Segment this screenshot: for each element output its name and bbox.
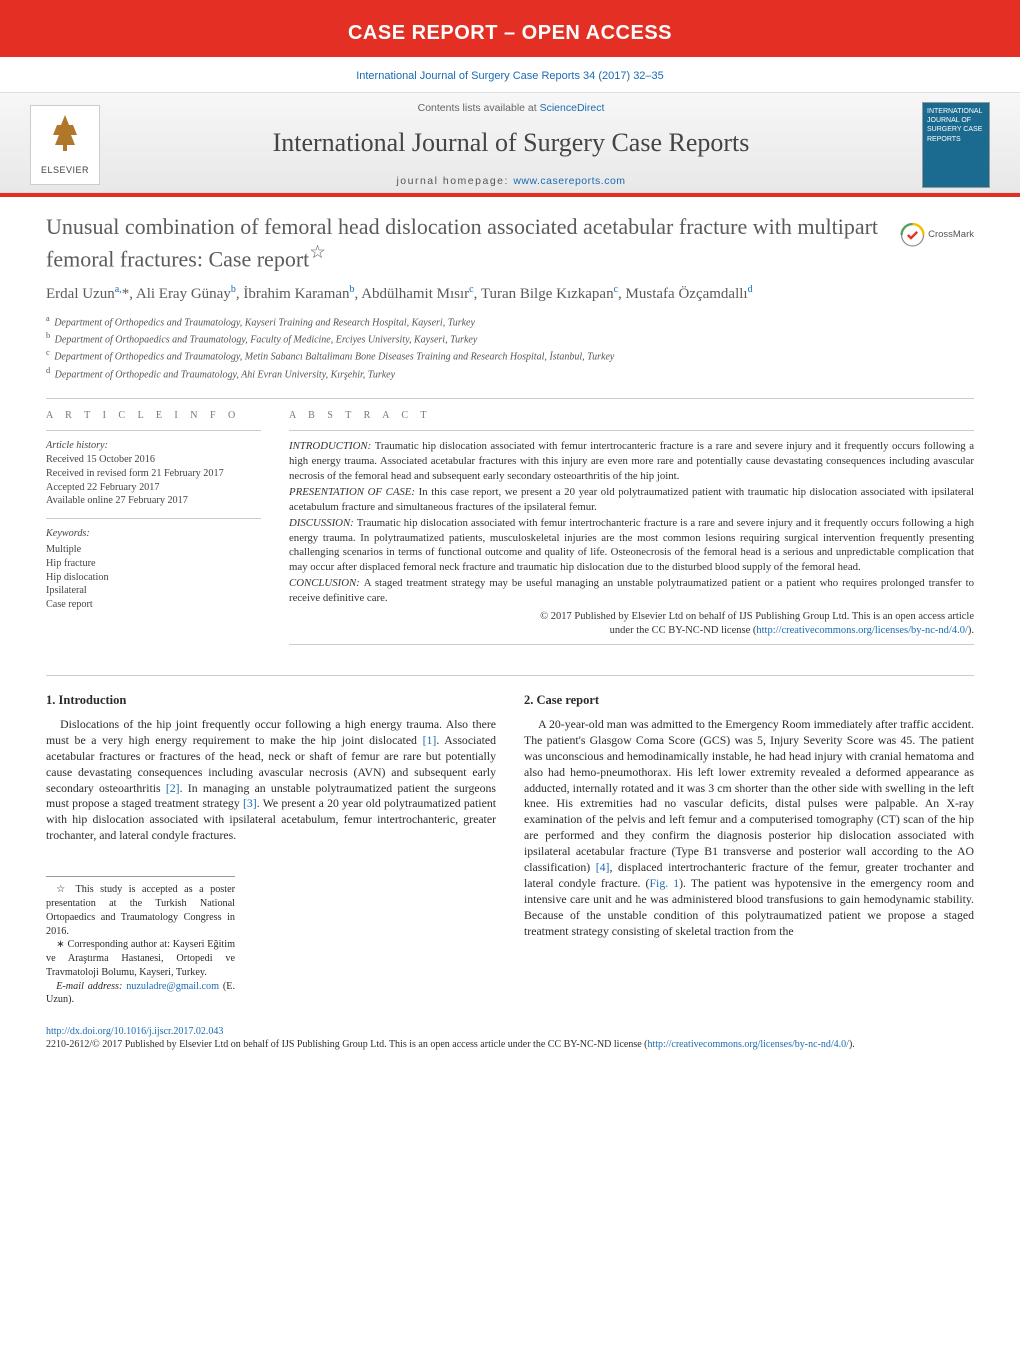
masthead-center: Contents lists available at ScienceDirec… — [100, 101, 922, 188]
citation-ref[interactable]: [1] — [423, 733, 437, 747]
divider — [46, 518, 261, 519]
footnote-corresponding: ∗ Corresponding author at: Kayseri Eğiti… — [46, 938, 235, 979]
footnote-star: ☆ This study is accepted as a poster pre… — [46, 883, 235, 938]
crossmark-label: CrossMark — [928, 229, 974, 242]
footnote-email: E-mail address: nuzuladre@gmail.com (E. … — [46, 980, 235, 1008]
abstract-copyright: © 2017 Published by Elsevier Ltd on beha… — [289, 610, 974, 638]
contents-available-line: Contents lists available at ScienceDirec… — [120, 101, 902, 115]
license-link[interactable]: http://creativecommons.org/licenses/by-n… — [756, 625, 968, 636]
journal-homepage-line: journal homepage: www.casereports.com — [120, 174, 902, 188]
keyword-item: Multiple — [46, 543, 261, 557]
divider — [46, 430, 261, 431]
sciencedirect-link[interactable]: ScienceDirect — [540, 102, 605, 114]
elsevier-label: ELSEVIER — [41, 164, 89, 176]
figure-ref[interactable]: Fig. 1 — [649, 876, 679, 890]
footer-license-link[interactable]: http://creativecommons.org/licenses/by-n… — [648, 1039, 849, 1050]
copyright-line-2-suffix: ). — [968, 625, 974, 636]
footnotes-block: ☆ This study is accepted as a poster pre… — [46, 876, 235, 1007]
article-history-heading: Article history: — [46, 440, 108, 451]
article-title: Unusual combination of femoral head disl… — [46, 213, 888, 272]
journal-cover-thumb: INTERNATIONAL JOURNAL OF SURGERY CASE RE… — [922, 102, 990, 188]
journal-citation: International Journal of Surgery Case Re… — [0, 57, 1020, 92]
abstract-section: DISCUSSION: Traumatic hip dislocation as… — [289, 516, 974, 574]
contents-prefix: Contents lists available at — [418, 102, 540, 114]
abstract-section: CONCLUSION: A staged treatment strategy … — [289, 576, 974, 605]
elsevier-logo: ELSEVIER — [30, 105, 100, 185]
citation-ref[interactable]: [3] — [243, 796, 257, 810]
section-heading-introduction: 1. Introduction — [46, 692, 496, 709]
divider — [289, 644, 974, 645]
introduction-paragraph: Dislocations of the hip joint frequently… — [46, 717, 496, 844]
article-info-label: A R T I C L E I N F O — [46, 409, 261, 423]
abstract-label: A B S T R A C T — [289, 409, 974, 423]
elsevier-tree-icon — [47, 113, 83, 164]
keyword-item: Case report — [46, 598, 261, 612]
abstract-section: PRESENTATION OF CASE: In this case repor… — [289, 485, 974, 514]
affiliation-line: b Department of Orthopaedics and Traumat… — [46, 330, 974, 347]
keyword-item: Hip dislocation — [46, 571, 261, 585]
case-report-paragraph: A 20-year-old man was admitted to the Em… — [524, 717, 974, 940]
issn-copyright-suffix: ). — [849, 1039, 855, 1050]
copyright-line-1: © 2017 Published by Elsevier Ltd on beha… — [289, 610, 974, 624]
history-line: Available online 27 February 2017 — [46, 494, 261, 508]
affiliation-line: d Department of Orthopedic and Traumatol… — [46, 365, 974, 382]
affiliations: a Department of Orthopedics and Traumato… — [46, 313, 974, 382]
history-line: Accepted 22 February 2017 — [46, 481, 261, 495]
title-footnote-star: ☆ — [309, 242, 325, 262]
author-list: Erdal Uzuna,*, Ali Eray Günayb, İbrahim … — [46, 283, 974, 305]
doi-link[interactable]: http://dx.doi.org/10.1016/j.ijscr.2017.0… — [46, 1026, 223, 1037]
corresponding-email-link[interactable]: nuzuladre@gmail.com — [126, 981, 219, 992]
keyword-item: Ipsilateral — [46, 584, 261, 598]
left-text-column: 1. Introduction Dislocations of the hip … — [46, 692, 496, 1007]
crossmark-badge[interactable]: CrossMark — [900, 215, 974, 255]
history-line: Received 15 October 2016 — [46, 453, 261, 467]
right-text-column: 2. Case report A 20-year-old man was adm… — [524, 692, 974, 1007]
citation-ref[interactable]: [2] — [166, 781, 180, 795]
open-access-banner: CASE REPORT – OPEN ACCESS — [0, 12, 1020, 57]
crossmark-icon — [900, 221, 925, 249]
journal-title: International Journal of Surgery Case Re… — [120, 125, 902, 160]
issn-copyright-prefix: 2210-2612/© 2017 Published by Elsevier L… — [46, 1039, 648, 1050]
affiliation-line: c Department of Orthopedics and Traumato… — [46, 347, 974, 364]
abstract-column: A B S T R A C T INTRODUCTION: Traumatic … — [289, 409, 974, 653]
masthead: ELSEVIER Contents lists available at Sci… — [0, 92, 1020, 193]
keywords-heading: Keywords: — [46, 528, 90, 539]
top-red-bar — [0, 0, 1020, 12]
section-heading-case-report: 2. Case report — [524, 692, 974, 709]
affiliation-line: a Department of Orthopedics and Traumato… — [46, 313, 974, 330]
copyright-line-2-prefix: under the CC BY-NC-ND license ( — [610, 625, 757, 636]
keyword-item: Hip fracture — [46, 557, 261, 571]
citation-ref[interactable]: [4] — [596, 860, 610, 874]
divider — [289, 430, 974, 431]
email-label: E-mail address: — [56, 981, 126, 992]
abstract-section: INTRODUCTION: Traumatic hip dislocation … — [289, 439, 974, 483]
page-footer: http://dx.doi.org/10.1016/j.ijscr.2017.0… — [46, 1021, 974, 1051]
journal-homepage-link[interactable]: www.casereports.com — [513, 175, 625, 187]
article-title-text: Unusual combination of femoral head disl… — [46, 214, 878, 271]
article-info-column: A R T I C L E I N F O Article history: R… — [46, 409, 261, 653]
history-line: Received in revised form 21 February 201… — [46, 467, 261, 481]
homepage-prefix: journal homepage: — [396, 175, 513, 187]
body-two-column: 1. Introduction Dislocations of the hip … — [46, 675, 974, 1007]
